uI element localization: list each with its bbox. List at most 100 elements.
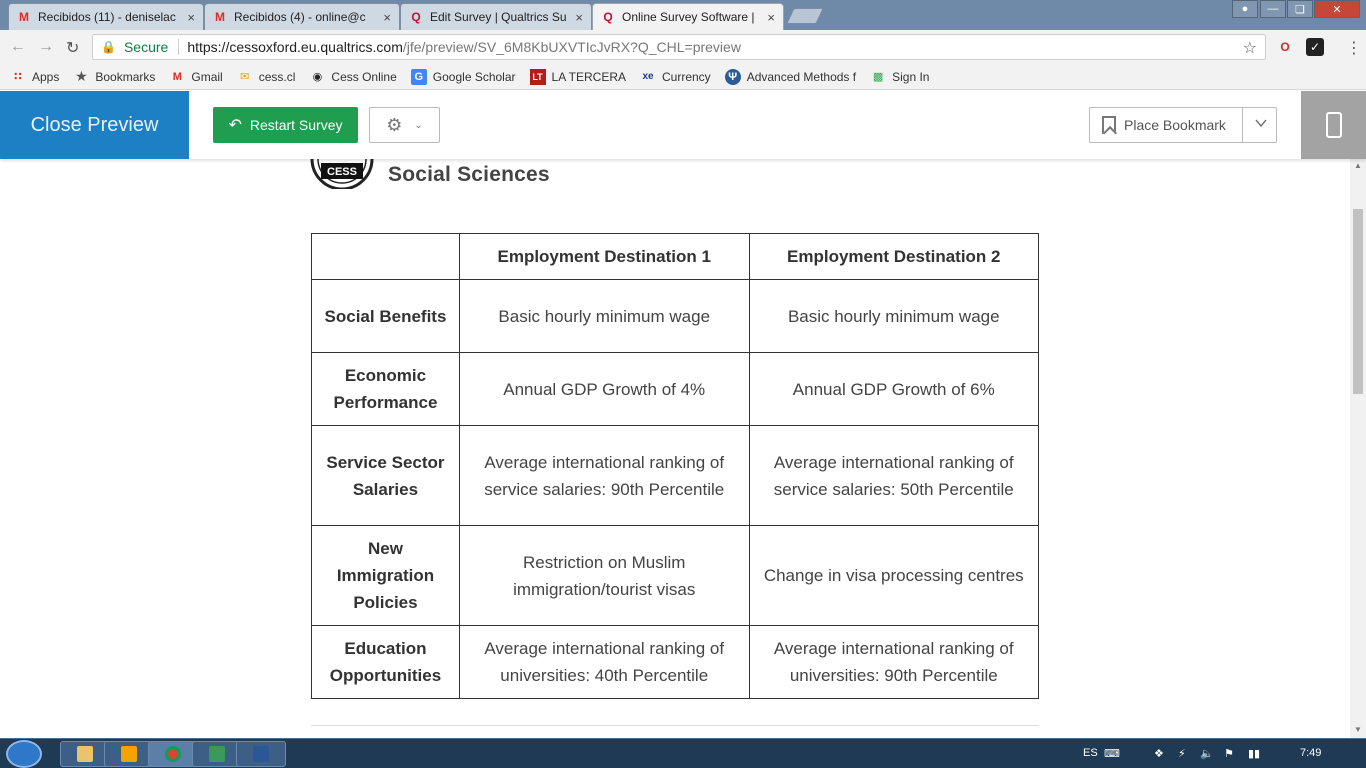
- bookmark-label: Apps: [32, 69, 60, 84]
- bookmark-label: cess.cl: [258, 69, 296, 84]
- bookmark-currency[interactable]: xe Currency: [640, 69, 711, 85]
- bookmark-la-tercera[interactable]: LT LA TERCERA: [529, 68, 626, 85]
- folder-icon: [77, 746, 93, 762]
- scroll-up-arrow-icon[interactable]: ▲: [1354, 161, 1362, 170]
- logo-badge-text: CESS: [327, 166, 357, 178]
- reload-icon[interactable]: ↻: [66, 40, 80, 57]
- place-bookmark-button[interactable]: Place Bookmark: [1089, 107, 1277, 143]
- mobile-view-toggle[interactable]: [1301, 91, 1366, 159]
- xe-icon: xe: [642, 71, 654, 82]
- gmail-icon: M: [215, 10, 225, 24]
- envelope-icon: ✉: [240, 71, 250, 83]
- power-icon[interactable]: ⚡: [1178, 748, 1186, 760]
- destination-2-value: Average international ranking of service…: [748, 425, 1040, 526]
- bookmark-label: Advanced Methods f: [746, 69, 857, 84]
- bookmark-label: Currency: [662, 69, 711, 84]
- language-indicator[interactable]: ES: [1083, 747, 1098, 759]
- destination-1-value: Average international ranking of univers…: [458, 625, 750, 699]
- tab-title: Edit Survey | Qualtrics Su: [430, 10, 567, 24]
- attribute-label: New Immigration Policies: [311, 525, 460, 626]
- attribute-label: Social Benefits: [311, 279, 460, 353]
- chevron-down-icon[interactable]: [1254, 116, 1268, 130]
- bookmark-label: Google Scholar: [432, 69, 516, 84]
- browser-menu-icon[interactable]: ⋮: [1346, 40, 1362, 57]
- bookmark-advanced-methods[interactable]: Ψ Advanced Methods f: [724, 68, 857, 85]
- bookmark-cess-online[interactable]: ◉ Cess Online: [309, 69, 397, 85]
- browser-toolbar: ← → ↻ 🔒 Secure https://cessoxford.eu.qua…: [0, 30, 1366, 64]
- app-icon: [209, 746, 225, 762]
- tab-close-icon[interactable]: ×: [187, 9, 195, 25]
- browser-tab[interactable]: Q Edit Survey | Qualtrics Su ×: [400, 3, 592, 30]
- qualtrics-icon: Q: [603, 10, 613, 24]
- conjoint-table: Employment Destination 1 Employment Dest…: [311, 233, 1040, 699]
- cess-logo: CESS: [310, 159, 374, 189]
- scrollbar-thumb[interactable]: [1353, 209, 1363, 394]
- taskbar-app[interactable]: [192, 741, 242, 767]
- secure-label: Secure: [123, 39, 169, 55]
- signin-icon: ▩: [872, 71, 884, 83]
- word-icon: [253, 746, 269, 762]
- preview-settings-button[interactable]: ⚙ ⌄: [369, 107, 440, 143]
- star-icon: ★: [75, 68, 88, 84]
- preview-header: Close Preview ↶ Restart Survey ⚙ ⌄ Place…: [0, 91, 1366, 159]
- bookmark-star-icon[interactable]: ☆: [1242, 40, 1257, 57]
- tab-close-icon[interactable]: ×: [767, 9, 775, 25]
- page-scrollbar[interactable]: ▲ ▼: [1350, 159, 1366, 739]
- window-user-icon[interactable]: ●: [1232, 0, 1258, 18]
- taskbar-chrome[interactable]: [148, 741, 198, 767]
- window-close-icon[interactable]: ✕: [1314, 0, 1360, 18]
- minimize-icon[interactable]: —: [1260, 0, 1286, 18]
- bookmark-sign-in[interactable]: ▩ Sign In: [870, 69, 930, 85]
- close-preview-button[interactable]: Close Preview: [0, 91, 189, 159]
- logo-text: Social Sciences: [388, 163, 550, 186]
- browser-tab-active[interactable]: Q Online Survey Software | ×: [592, 3, 784, 30]
- volume-icon[interactable]: 🔈: [1200, 748, 1214, 760]
- maximize-icon[interactable]: ❏: [1287, 0, 1313, 18]
- destination-1-value: Average international ranking of service…: [458, 425, 750, 526]
- latercera-icon: LT: [529, 68, 546, 85]
- table-row: Education Opportunities Average internat…: [311, 625, 1040, 699]
- taskbar-word[interactable]: [236, 741, 286, 767]
- table-header-cell: [311, 233, 460, 280]
- chevron-down-icon: ⌄: [414, 119, 423, 131]
- tab-close-icon[interactable]: ×: [383, 9, 391, 25]
- restart-survey-button[interactable]: ↶ Restart Survey: [213, 107, 358, 143]
- address-bar[interactable]: 🔒 Secure https://cessoxford.eu.qualtrics…: [92, 34, 1266, 60]
- bookmark-google-scholar[interactable]: G Google Scholar: [410, 68, 516, 85]
- scroll-down-arrow-icon[interactable]: ▼: [1354, 725, 1362, 734]
- tab-title: Recibidos (11) - deniselac: [38, 10, 176, 24]
- browser-tab[interactable]: M Recibidos (11) - deniselac ×: [8, 3, 204, 30]
- signal-icon[interactable]: ▮▮: [1248, 748, 1261, 760]
- table-row: Service Sector Salaries Average internat…: [311, 425, 1040, 526]
- url-host: https://cessoxford.eu.qualtrics.com: [187, 39, 403, 55]
- taskbar-explorer[interactable]: [60, 741, 110, 767]
- bookmark-gmail[interactable]: M Gmail: [169, 69, 223, 85]
- gmail-icon: M: [172, 70, 182, 83]
- clock-time[interactable]: 7:49: [1300, 747, 1322, 759]
- forward-arrow-icon[interactable]: →: [38, 38, 54, 55]
- start-button[interactable]: [6, 740, 42, 768]
- bookmark-bookmarks[interactable]: ★ Bookmarks: [73, 68, 155, 85]
- bookmark-cess-cl[interactable]: ✉ cess.cl: [237, 69, 296, 85]
- bookmark-label: LA TERCERA: [551, 69, 626, 84]
- new-tab-button[interactable]: [786, 8, 824, 24]
- destination-1-value: Basic hourly minimum wage: [458, 279, 750, 353]
- destination-2-value: Annual GDP Growth of 6%: [748, 352, 1040, 426]
- back-arrow-icon[interactable]: ←: [10, 38, 26, 55]
- survey-content: CESS Social Sciences Employment Destinat…: [0, 159, 1350, 739]
- undo-arrow-icon: ↶: [228, 117, 242, 134]
- extension-check-icon[interactable]: ✓: [1306, 38, 1324, 56]
- browser-tab[interactable]: M Recibidos (4) - online@c ×: [204, 3, 400, 30]
- tab-close-icon[interactable]: ×: [575, 9, 583, 25]
- keyboard-icon[interactable]: ⌨: [1104, 748, 1120, 760]
- flag-icon[interactable]: ⚑: [1224, 748, 1234, 760]
- bookmark-ribbon-icon: [1102, 116, 1116, 134]
- bookmark-apps[interactable]: ∷ Apps: [10, 69, 59, 85]
- bookmarks-bar: ∷ Apps ★ Bookmarks M Gmail ✉ cess.cl ◉ C…: [0, 64, 1366, 90]
- attribute-label: Education Opportunities: [311, 625, 460, 699]
- dropbox-icon[interactable]: ❖: [1154, 748, 1164, 760]
- taskbar-media-player[interactable]: [104, 741, 154, 767]
- opera-extension-icon[interactable]: O: [1280, 40, 1290, 54]
- address-separator: [178, 39, 180, 55]
- scholar-icon: G: [410, 68, 427, 85]
